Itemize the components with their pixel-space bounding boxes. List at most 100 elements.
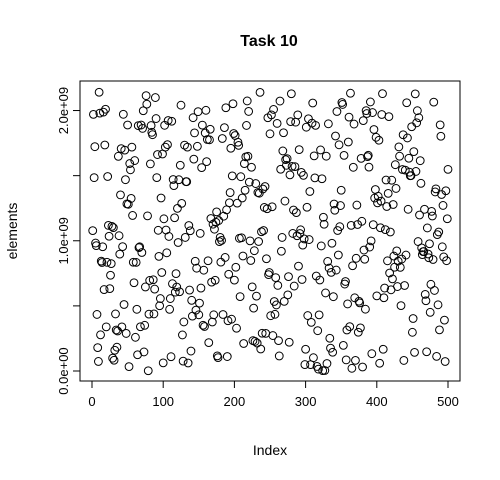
data-point <box>176 100 186 110</box>
data-point <box>265 129 275 139</box>
data-point <box>229 129 239 138</box>
data-point <box>395 262 405 272</box>
data-point <box>121 329 131 338</box>
data-point <box>209 310 219 320</box>
data-point <box>266 311 276 321</box>
data-point <box>435 325 444 335</box>
data-point <box>169 181 179 191</box>
data-point <box>225 198 234 208</box>
data-point <box>227 314 236 324</box>
data-point <box>438 201 448 210</box>
data-point <box>440 357 450 366</box>
data-point <box>112 342 122 352</box>
data-point <box>279 297 289 306</box>
data-point <box>336 185 346 195</box>
data-point <box>287 161 297 171</box>
data-point <box>127 142 137 152</box>
data-point <box>301 344 311 354</box>
data-point <box>339 151 349 160</box>
data-point <box>352 200 362 210</box>
data-point <box>392 246 402 256</box>
data-point <box>419 247 429 256</box>
data-point <box>283 290 293 300</box>
data-point <box>98 242 108 252</box>
data-point <box>316 241 326 251</box>
data-point <box>234 141 244 150</box>
data-point <box>101 322 111 332</box>
data-point <box>411 167 421 176</box>
data-point <box>166 352 176 362</box>
data-point <box>190 256 200 266</box>
data-point <box>187 295 197 305</box>
data-point <box>204 338 214 348</box>
data-point <box>201 105 211 115</box>
data-point <box>205 135 214 145</box>
data-point <box>104 231 114 241</box>
data-point <box>403 204 413 214</box>
data-point <box>132 304 142 314</box>
data-point <box>157 268 167 277</box>
data-point <box>252 291 261 301</box>
data-point <box>358 116 368 125</box>
data-point <box>156 193 166 203</box>
data-point <box>326 343 335 353</box>
data-point <box>235 292 245 301</box>
data-point <box>281 160 291 170</box>
data-point <box>299 170 308 180</box>
data-point <box>396 301 406 311</box>
data-point <box>284 272 293 282</box>
data-point <box>197 163 207 173</box>
data-point <box>274 351 284 361</box>
data-point <box>238 251 248 261</box>
data-point <box>130 156 140 165</box>
data-point <box>422 347 432 357</box>
data-point <box>356 153 366 163</box>
data-point <box>348 261 357 271</box>
data-point <box>390 160 400 170</box>
data-point <box>357 216 367 226</box>
data-point <box>118 109 128 119</box>
data-point <box>267 110 276 120</box>
data-point <box>407 122 417 132</box>
data-point <box>144 309 154 319</box>
data-point <box>368 108 377 117</box>
data-point <box>158 358 168 368</box>
x-axis: 0 100 200 300 400 500 <box>88 380 459 409</box>
data-point <box>182 177 192 187</box>
data-point <box>289 281 299 291</box>
data-point <box>400 165 410 175</box>
data-point <box>244 177 254 187</box>
data-point <box>228 99 238 109</box>
data-point <box>360 254 370 264</box>
data-point <box>195 298 204 308</box>
data-point <box>410 89 420 99</box>
data-point <box>97 258 107 267</box>
data-point <box>385 227 395 237</box>
data-point <box>143 366 153 376</box>
data-point <box>160 142 170 152</box>
data-point <box>373 191 383 201</box>
data-point <box>233 137 243 147</box>
data-point <box>247 282 257 292</box>
data-point <box>216 257 226 267</box>
data-point <box>174 175 184 185</box>
data-point <box>114 231 124 241</box>
data-point <box>190 128 199 138</box>
data-point <box>145 159 155 169</box>
data-point <box>240 185 250 195</box>
data-point <box>94 357 103 366</box>
data-point <box>305 187 315 196</box>
data-point <box>336 201 345 210</box>
data-point <box>195 229 205 238</box>
data-point <box>153 225 163 235</box>
data-point <box>284 337 294 347</box>
data-point <box>249 303 259 313</box>
data-point <box>293 110 303 120</box>
data-point <box>264 268 274 277</box>
data-point <box>162 248 172 258</box>
data-point <box>399 356 409 365</box>
data-point <box>388 274 397 284</box>
x-tick-label: 500 <box>437 394 459 409</box>
data-point <box>415 156 425 166</box>
data-point <box>249 246 259 256</box>
